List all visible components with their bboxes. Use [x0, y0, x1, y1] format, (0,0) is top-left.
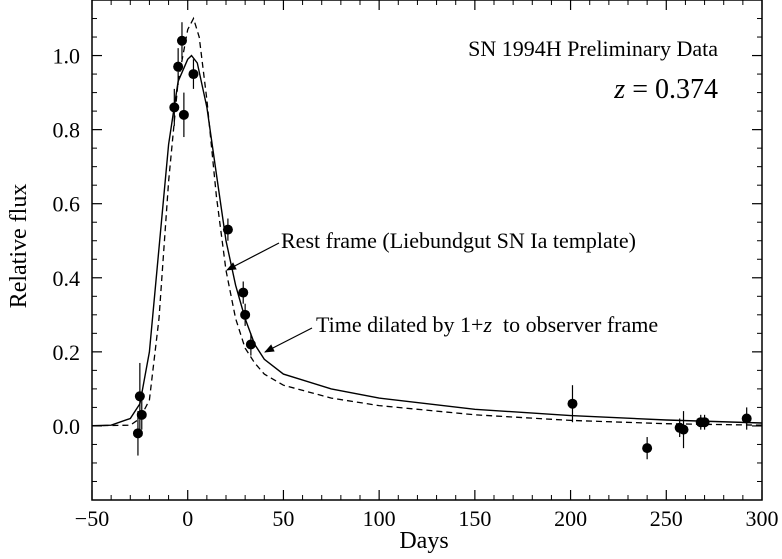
data-point: [176, 35, 187, 46]
data-point: [188, 69, 199, 80]
x-tick-label: 50: [272, 506, 294, 531]
plot-frame: [91, 0, 763, 501]
y-tick-label: 1.0: [53, 44, 81, 69]
y-tick-label: 0.0: [53, 414, 81, 439]
annotation-rest-frame-arrow: [226, 242, 280, 271]
data-point: [678, 424, 689, 435]
solid-curve: [92, 54, 762, 427]
y-tick-label: 0.4: [53, 266, 81, 291]
data-point: [173, 61, 184, 72]
data-point: [741, 413, 752, 424]
x-tick-label: 100: [363, 506, 396, 531]
y-tick-label: 0.6: [53, 192, 81, 217]
x-tick-label: 200: [554, 506, 587, 531]
data-point: [642, 443, 653, 454]
x-tick-label: 150: [458, 506, 491, 531]
data-point: [132, 428, 143, 439]
data-point: [699, 417, 710, 428]
data-point: [238, 287, 249, 298]
y-tick-label: 0.2: [53, 340, 81, 365]
annotation-rest-frame: Rest frame (Liebundgut SN Ia template): [281, 228, 636, 253]
dashed-curve: [92, 16, 762, 427]
x-axis-title: Days: [399, 528, 448, 554]
redshift-label: z = 0.374: [613, 74, 718, 105]
x-tick-label: 0: [182, 506, 193, 531]
y-tick-label: 0.8: [53, 118, 81, 143]
annotation-time-dilated: Time dilated by 1+z to observer frame: [316, 312, 658, 337]
data-point: [222, 224, 233, 235]
data-point: [134, 391, 145, 402]
x-tick-label: 300: [746, 506, 779, 531]
data-point: [178, 109, 189, 120]
data-point: [245, 339, 256, 350]
y-axis-title: Relative flux: [6, 184, 32, 309]
annotation-time-dilated-arrow: [264, 327, 313, 353]
x-tick-label: 250: [650, 506, 683, 531]
data-point: [567, 398, 578, 409]
chart-title: SN 1994H Preliminary Data: [468, 36, 718, 61]
x-tick-label: −50: [75, 506, 109, 531]
data-point: [240, 309, 251, 320]
data-point: [136, 409, 147, 420]
data-point: [169, 102, 180, 113]
